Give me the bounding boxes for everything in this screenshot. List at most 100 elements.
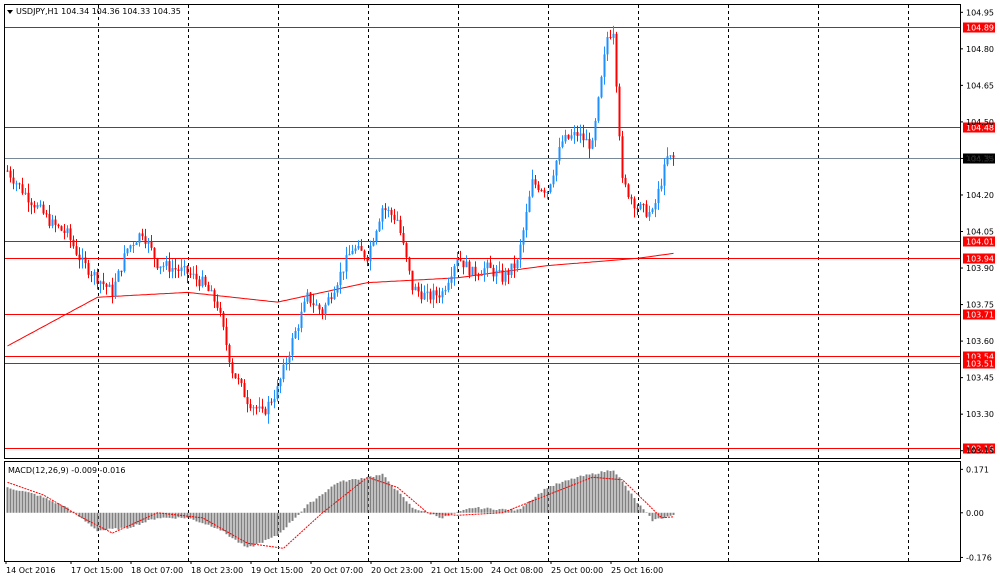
macd-bar xyxy=(357,479,360,513)
macd-bar xyxy=(105,512,108,530)
candle-body xyxy=(558,146,561,161)
candle-body xyxy=(579,133,582,136)
candle-body xyxy=(321,309,324,315)
macd-bar xyxy=(639,505,642,513)
macd-bar xyxy=(450,512,453,515)
candle-body xyxy=(555,160,558,176)
candle-body xyxy=(372,241,375,246)
candle-body xyxy=(393,214,396,220)
candle-body xyxy=(525,211,528,231)
macd-bar xyxy=(39,495,42,513)
macd-bar xyxy=(261,512,264,543)
candle-body xyxy=(669,155,672,157)
candle-body xyxy=(309,292,312,304)
macd-bar xyxy=(417,510,420,513)
candle-body xyxy=(561,141,564,147)
macd-bar xyxy=(531,499,534,513)
macd-bar xyxy=(360,478,363,513)
macd-bar xyxy=(543,488,546,513)
macd-bar xyxy=(264,512,267,540)
candle-body xyxy=(201,276,204,287)
macd-bar xyxy=(303,508,306,513)
candle-body xyxy=(618,86,621,137)
macd-bar xyxy=(138,512,141,525)
macd-bar xyxy=(504,509,507,513)
candle-body xyxy=(543,190,546,193)
macd-bar xyxy=(627,490,630,513)
macd-bar xyxy=(78,512,81,518)
candle-body xyxy=(153,247,156,259)
candle-body xyxy=(384,208,387,211)
level-label: 104.48 xyxy=(966,124,994,133)
macd-bar xyxy=(189,512,192,519)
macd-bar xyxy=(606,470,609,513)
candle-body xyxy=(288,355,291,363)
macd-bar xyxy=(192,512,195,520)
macd-bar xyxy=(495,510,498,513)
candle-body xyxy=(195,273,198,280)
macd-bar xyxy=(282,512,285,531)
candle-body xyxy=(120,270,123,272)
macd-bar xyxy=(552,485,555,513)
macd-bar xyxy=(60,505,63,513)
macd-bar xyxy=(372,476,375,513)
candle-body xyxy=(147,241,150,244)
candle-body xyxy=(105,284,108,287)
macd-bar xyxy=(390,485,393,513)
candle-body xyxy=(603,54,606,77)
macd-bar xyxy=(591,473,594,513)
macd-bar xyxy=(612,470,615,513)
candle-body xyxy=(651,209,654,213)
macd-tick-label: 0.171 xyxy=(966,465,989,474)
price-tick-label: 104.80 xyxy=(966,45,994,54)
candle-body xyxy=(657,188,660,204)
price-tick-label: 103.90 xyxy=(966,264,994,273)
level-label-bg xyxy=(963,443,995,454)
macd-bar xyxy=(519,508,522,513)
candle-body xyxy=(327,297,330,305)
candle-body xyxy=(303,301,306,312)
candle-body xyxy=(474,266,477,276)
macd-bar xyxy=(297,512,300,515)
time-tick-label: 17 Oct 15:00 xyxy=(71,566,123,575)
macd-axis: 0.171 0.00 -0.176 xyxy=(960,465,992,562)
candle-body xyxy=(243,382,246,398)
horizontal-levels[interactable]: 104.89104.48104.01103.94103.71103.54103.… xyxy=(5,22,995,454)
candle-body xyxy=(339,271,342,286)
macd-bar xyxy=(375,475,378,513)
macd-bar xyxy=(150,512,153,520)
candle-body xyxy=(615,33,618,87)
macd-bar xyxy=(48,500,51,513)
candle-body xyxy=(420,291,423,300)
candle-body xyxy=(549,184,552,193)
macd-bar xyxy=(441,512,444,519)
candle-body xyxy=(162,265,165,267)
candle-body xyxy=(405,243,408,258)
candle-body xyxy=(174,268,177,270)
macd-bar xyxy=(12,489,15,513)
macd-bar xyxy=(429,512,432,515)
macd-bar xyxy=(174,512,177,519)
macd-bar xyxy=(555,483,558,513)
macd-bar xyxy=(594,474,597,513)
macd-bar xyxy=(171,512,174,519)
time-tick-label: 21 Oct 15:00 xyxy=(431,566,483,575)
macd-bar xyxy=(540,492,543,513)
candle-body xyxy=(507,271,510,275)
candle-body xyxy=(12,177,15,184)
candle-body xyxy=(33,204,36,208)
candle-body xyxy=(447,282,450,291)
macd-bar xyxy=(621,481,624,513)
macd-bar xyxy=(498,509,501,513)
macd-bar xyxy=(528,501,531,513)
macd-bar xyxy=(258,512,261,543)
symbol-dropdown-icon[interactable] xyxy=(7,10,13,14)
candle-body xyxy=(435,290,438,296)
candle-body xyxy=(129,245,132,249)
candle-body xyxy=(582,133,585,141)
candle-body xyxy=(318,304,321,310)
macd-bar xyxy=(474,507,477,513)
macd-bar xyxy=(453,512,456,514)
macd-bar xyxy=(477,507,480,513)
